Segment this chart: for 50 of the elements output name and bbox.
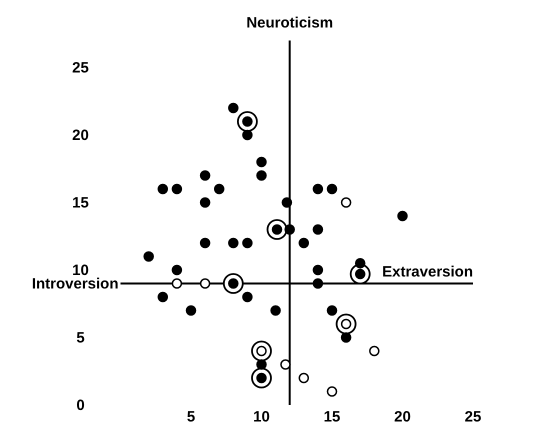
point [354,258,366,268]
point [186,305,196,316]
point [242,130,253,140]
point [312,184,324,194]
point [256,359,267,370]
point [256,156,267,168]
point [280,359,291,370]
point [312,278,324,289]
x-tick-label: 20 [394,408,411,424]
point [312,224,324,235]
y-tick-label: 20 [72,126,89,144]
point [158,292,168,302]
point [143,251,154,262]
point [298,238,310,248]
ref-line-label: Extraversion [382,264,473,280]
point [282,197,292,208]
x-tick-label: 10 [253,408,270,424]
point [228,102,239,114]
point [326,386,338,397]
point [200,238,210,248]
point [369,346,380,356]
point [200,278,210,289]
point [172,278,182,289]
point [172,264,182,276]
y-tick-label: 25 [72,59,89,76]
point [270,305,281,316]
y-tick-label: 0 [76,396,85,414]
point [340,197,352,208]
point [228,238,239,248]
x-tick-label: 25 [464,408,482,424]
point [242,292,253,302]
point [326,305,338,316]
point [298,372,310,384]
y-tick-label: 5 [76,329,85,346]
point [284,224,295,235]
point [340,332,352,343]
point [200,197,210,208]
point [158,184,168,194]
point [200,170,210,181]
point [214,184,224,194]
point [397,210,408,222]
point [326,184,338,194]
point [172,184,182,194]
x-tick-label: 5 [186,408,196,424]
x-tick-label: 15 [324,408,340,424]
point [256,170,267,181]
point [312,264,324,276]
point [242,238,253,248]
ref-line-label: Neuroticism [246,14,334,32]
y-tick-label: 15 [72,194,89,212]
